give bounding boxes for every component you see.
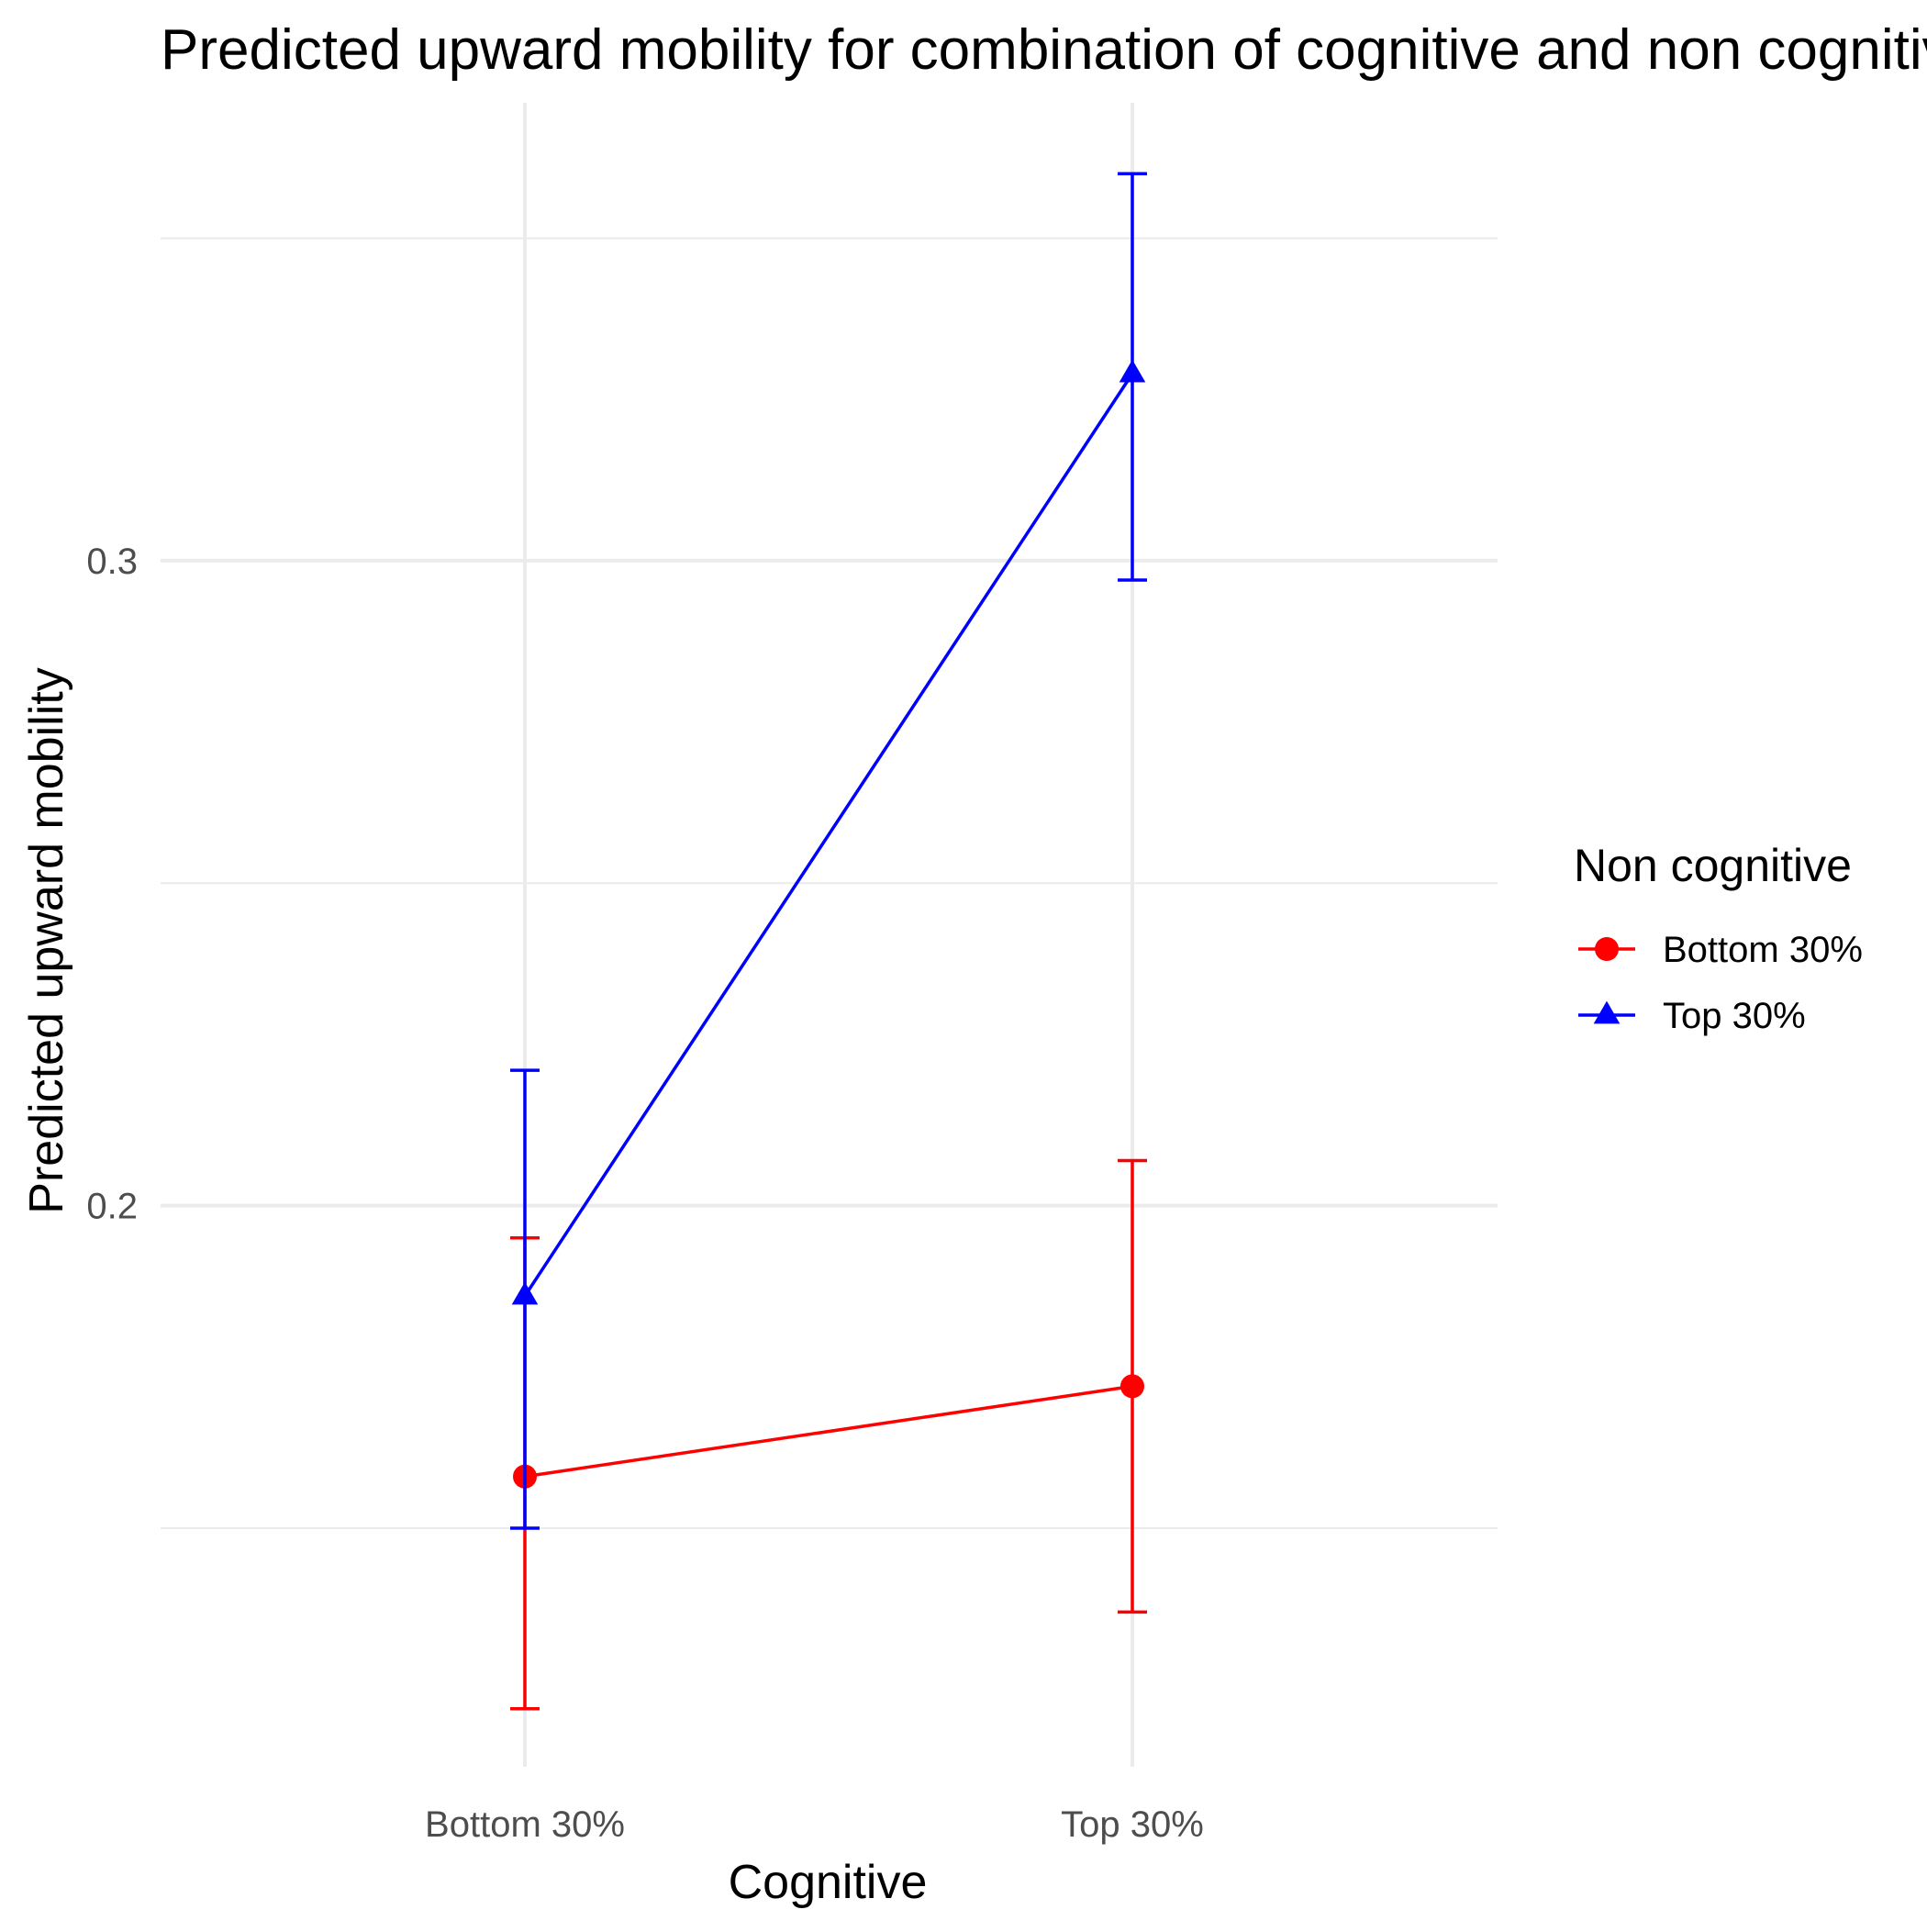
- series-line: [524, 1384, 1133, 1479]
- series-group: [510, 1158, 1147, 1711]
- data-point: [1120, 1374, 1144, 1399]
- y-tick-label: 0.3: [86, 542, 138, 582]
- legend-label: Bottom 30%: [1663, 930, 1863, 970]
- y-tick-label: 0.2: [86, 1187, 138, 1227]
- legend-item: Top 30%: [1578, 996, 1806, 1036]
- axis-layer: 0.2 0.3 Bottom 30% Top 30%: [86, 542, 1203, 1845]
- y-axis-title: Predicted upward mobility: [20, 667, 73, 1213]
- legend-layer: Non cognitive Bottom 30% Top 30%: [1574, 840, 1863, 1036]
- grid-layer: [161, 103, 1498, 1767]
- series-layer: [510, 172, 1147, 1711]
- legend-item: Bottom 30%: [1578, 930, 1863, 970]
- series-line: [523, 373, 1134, 1297]
- x-tick-label: Top 30%: [1061, 1804, 1204, 1845]
- legend-label: Top 30%: [1663, 996, 1806, 1036]
- legend-key-marker: [1595, 937, 1619, 961]
- series-group: [510, 172, 1147, 1530]
- x-axis-title: Cognitive: [729, 1856, 928, 1909]
- x-tick-label: Bottom 30%: [425, 1804, 625, 1845]
- legend-key-marker: [1593, 1000, 1621, 1024]
- chart-title: Predicted upward mobility for combinatio…: [161, 18, 1927, 82]
- data-point: [511, 1281, 539, 1305]
- legend-title: Non cognitive: [1574, 840, 1852, 891]
- data-point: [1119, 359, 1146, 383]
